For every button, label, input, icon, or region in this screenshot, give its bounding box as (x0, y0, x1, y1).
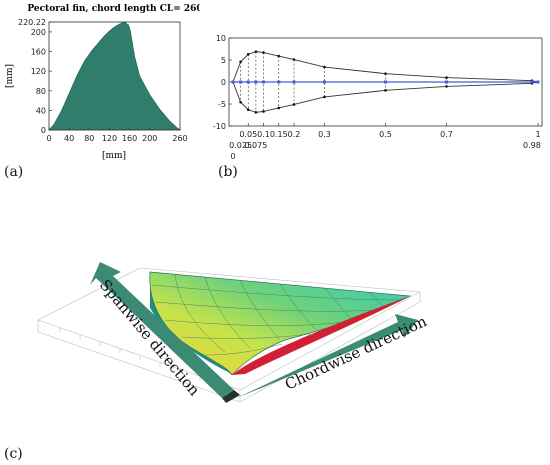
x-tick-label-lower: 0.075 (244, 141, 267, 150)
x-tick-label: 0.05 (239, 130, 257, 139)
y-tick-label: 0 (221, 78, 226, 87)
chordwise-arrow (226, 314, 418, 403)
upper-point (323, 65, 326, 69)
x-tick-label: 0.2 (288, 130, 301, 139)
lower-point (239, 100, 242, 104)
lower-point (445, 85, 448, 88)
y-tick-label: 40 (36, 106, 46, 115)
chord-point (384, 80, 387, 84)
lower-point (384, 89, 387, 92)
panel-a-xlabel: [mm] (102, 151, 126, 160)
lower-point (246, 108, 250, 112)
y-tick-label: 80 (36, 87, 46, 96)
y-tick-label: 10 (216, 34, 226, 43)
y-tick-label: 220.22 (18, 18, 46, 27)
upper-profile-line (232, 51, 539, 83)
x-tick-label: 0.1 (257, 130, 270, 139)
lower-profile-line (232, 81, 539, 113)
x-tick-label: 120 (102, 134, 117, 143)
panel-b-y-ticks: 10 5 0 -5 -10 (213, 34, 232, 131)
upper-point (277, 54, 281, 58)
spanwise-arrow (90, 262, 234, 398)
lower-point (277, 106, 281, 110)
chord-point (445, 80, 448, 84)
x-tick-label: 0.3 (318, 130, 331, 139)
x-tick-label: 160 (122, 134, 137, 143)
y-tick-label: -10 (213, 122, 226, 131)
panel-a-x-ticks: 0 40 80 120 160 200 260 (46, 127, 188, 143)
panel-b-points (231, 50, 540, 114)
x-tick-label: 0.15 (270, 130, 288, 139)
chord-point (254, 80, 258, 84)
panel-a-chart: Pectoral fin, chord length CL= 260 0 40 80… (5, 4, 200, 160)
upper-point (246, 52, 250, 56)
upper-point (262, 51, 265, 54)
fin-leading-edge-red (232, 296, 410, 375)
x-tick-label: 0 (46, 134, 51, 143)
panel-a-axes-box (48, 21, 181, 131)
chord-point (231, 80, 235, 84)
x-tick-label-lower: 0.98 (523, 141, 541, 150)
chord-point (323, 80, 326, 84)
x-tick-label: 200 (142, 134, 157, 143)
panel-a-label: (a) (4, 164, 24, 180)
panel-c-label: (c) (4, 446, 23, 462)
lower-point (292, 103, 296, 106)
y-tick-label: 120 (31, 67, 46, 76)
y-tick-label: -5 (218, 100, 226, 109)
x-tick-label-lower: 0.025 (229, 141, 252, 150)
upper-point (239, 60, 242, 64)
panel-a-ylabel: [mm] (5, 64, 15, 88)
chord-point (277, 80, 281, 84)
fin-shape (48, 21, 181, 131)
x-tick-label: 0.7 (440, 130, 453, 139)
panel-a-title: Pectoral fin, chord length CL= 260 (27, 4, 200, 14)
axes-3d-ticks (59, 328, 201, 381)
chord-point (262, 80, 265, 84)
x-tick-label: 1 (535, 130, 540, 139)
y-tick-label: 5 (221, 56, 226, 65)
lower-point (254, 111, 258, 114)
x-tick-label: 80 (84, 134, 94, 143)
y-tick-label: 200 (31, 28, 46, 37)
chord-point (246, 80, 250, 84)
spanwise-arrow-base (222, 390, 240, 403)
x-tick-label: 40 (64, 134, 74, 143)
lower-point (323, 95, 326, 99)
y-tick-label: 160 (31, 48, 46, 57)
chord-point (239, 80, 243, 84)
lower-point (262, 110, 265, 113)
upper-point (292, 58, 296, 61)
y-tick-label: 0 (41, 126, 46, 135)
surface-mesh (151, 273, 401, 356)
panel-b-label: (b) (218, 164, 238, 180)
x-tick-label: 0.5 (379, 130, 392, 139)
chord-point (536, 80, 540, 84)
panel-c-surface-plot: Spanwise direction Chordwise direction (37, 262, 430, 403)
chord-point (292, 80, 296, 84)
x-tick-label: 260 (172, 134, 187, 143)
upper-point (445, 76, 448, 79)
chord-point (530, 80, 534, 84)
upper-point (384, 72, 387, 75)
x-tick-label-extra: 0 (230, 152, 235, 161)
upper-point (254, 50, 258, 53)
